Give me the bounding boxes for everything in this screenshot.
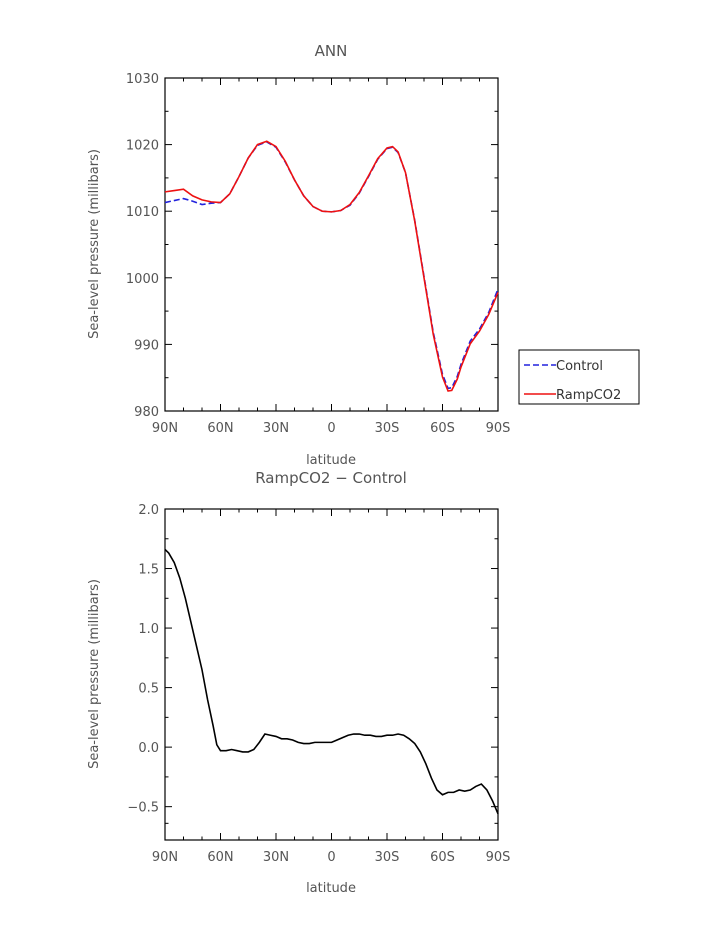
top-series-line-control	[164, 141, 499, 390]
bottom-y-tick-label: 1.5	[138, 563, 159, 578]
bottom-chart-title: RampCO2 − Control	[255, 469, 407, 487]
top-x-tick-label: 0	[327, 421, 335, 436]
bottom-x-tick-label: 60S	[430, 850, 455, 865]
top-y-tick-label: 990	[134, 338, 159, 353]
top-x-axis-label: latitude	[306, 453, 356, 468]
top-y-tick-label: 980	[134, 405, 159, 420]
legend-label-control: Control	[556, 359, 603, 374]
bottom-x-tick-label: 0	[327, 850, 335, 865]
top-series-line-rampco2	[164, 140, 499, 392]
bottom-x-tick-label: 90N	[152, 850, 178, 865]
top-chart-title: ANN	[315, 42, 348, 60]
bottom-x-tick-label: 90S	[486, 850, 511, 865]
bottom-x-tick-label: 30N	[263, 850, 289, 865]
bottom-y-tick-label: 2.0	[138, 503, 159, 518]
bottom-series-line-0	[164, 548, 499, 815]
top-panel: ANN 90N 60N 30N 0 30S 60S 90S 980 990 1000 1010 102…	[87, 42, 640, 468]
bottom-y-tick-label: 1.0	[138, 622, 159, 637]
bottom-y-tick-label: 0.5	[138, 682, 159, 697]
bottom-panel: RampCO2 − Control 90N 60N 30N 0 30S 60S 90S −0.…	[87, 469, 510, 896]
bottom-y-tick-label: 0.0	[138, 741, 159, 756]
top-x-tick-label: 90S	[486, 421, 511, 436]
top-series	[164, 140, 499, 392]
top-plot-frame	[164, 77, 499, 412]
bottom-x-tick-label: 60N	[207, 850, 233, 865]
bottom-ticks: 90N 60N 30N 0 30S 60S 90S −0.5 0.0 0.5 1.0 1.5 2.0	[127, 503, 510, 865]
legend-box	[518, 349, 640, 405]
bottom-plot-frame	[164, 508, 499, 841]
bottom-y-tick-label: −0.5	[127, 801, 159, 816]
top-x-tick-label: 30S	[375, 421, 400, 436]
top-x-tick-label: 30N	[263, 421, 289, 436]
top-y-tick-label: 1030	[126, 72, 159, 87]
top-y-axis-label: Sea-level pressure (millibars)	[87, 149, 102, 339]
legend-label-rampco2: RampCO2	[556, 388, 621, 403]
top-x-tick-label: 60N	[207, 421, 233, 436]
top-legend: Control RampCO2	[518, 349, 640, 405]
top-ticks: 90N 60N 30N 0 30S 60S 90S 980 990 1000 1010 1020 103…	[126, 72, 510, 436]
top-y-tick-label: 1000	[126, 272, 159, 287]
top-y-tick-label: 1020	[126, 139, 159, 154]
bottom-series	[164, 548, 499, 815]
top-x-tick-label: 60S	[430, 421, 455, 436]
top-y-tick-label: 1010	[126, 205, 159, 220]
top-x-tick-label: 90N	[152, 421, 178, 436]
bottom-x-tick-label: 30S	[375, 850, 400, 865]
bottom-x-axis-label: latitude	[306, 881, 356, 896]
bottom-y-axis-label: Sea-level pressure (millibars)	[87, 579, 102, 769]
